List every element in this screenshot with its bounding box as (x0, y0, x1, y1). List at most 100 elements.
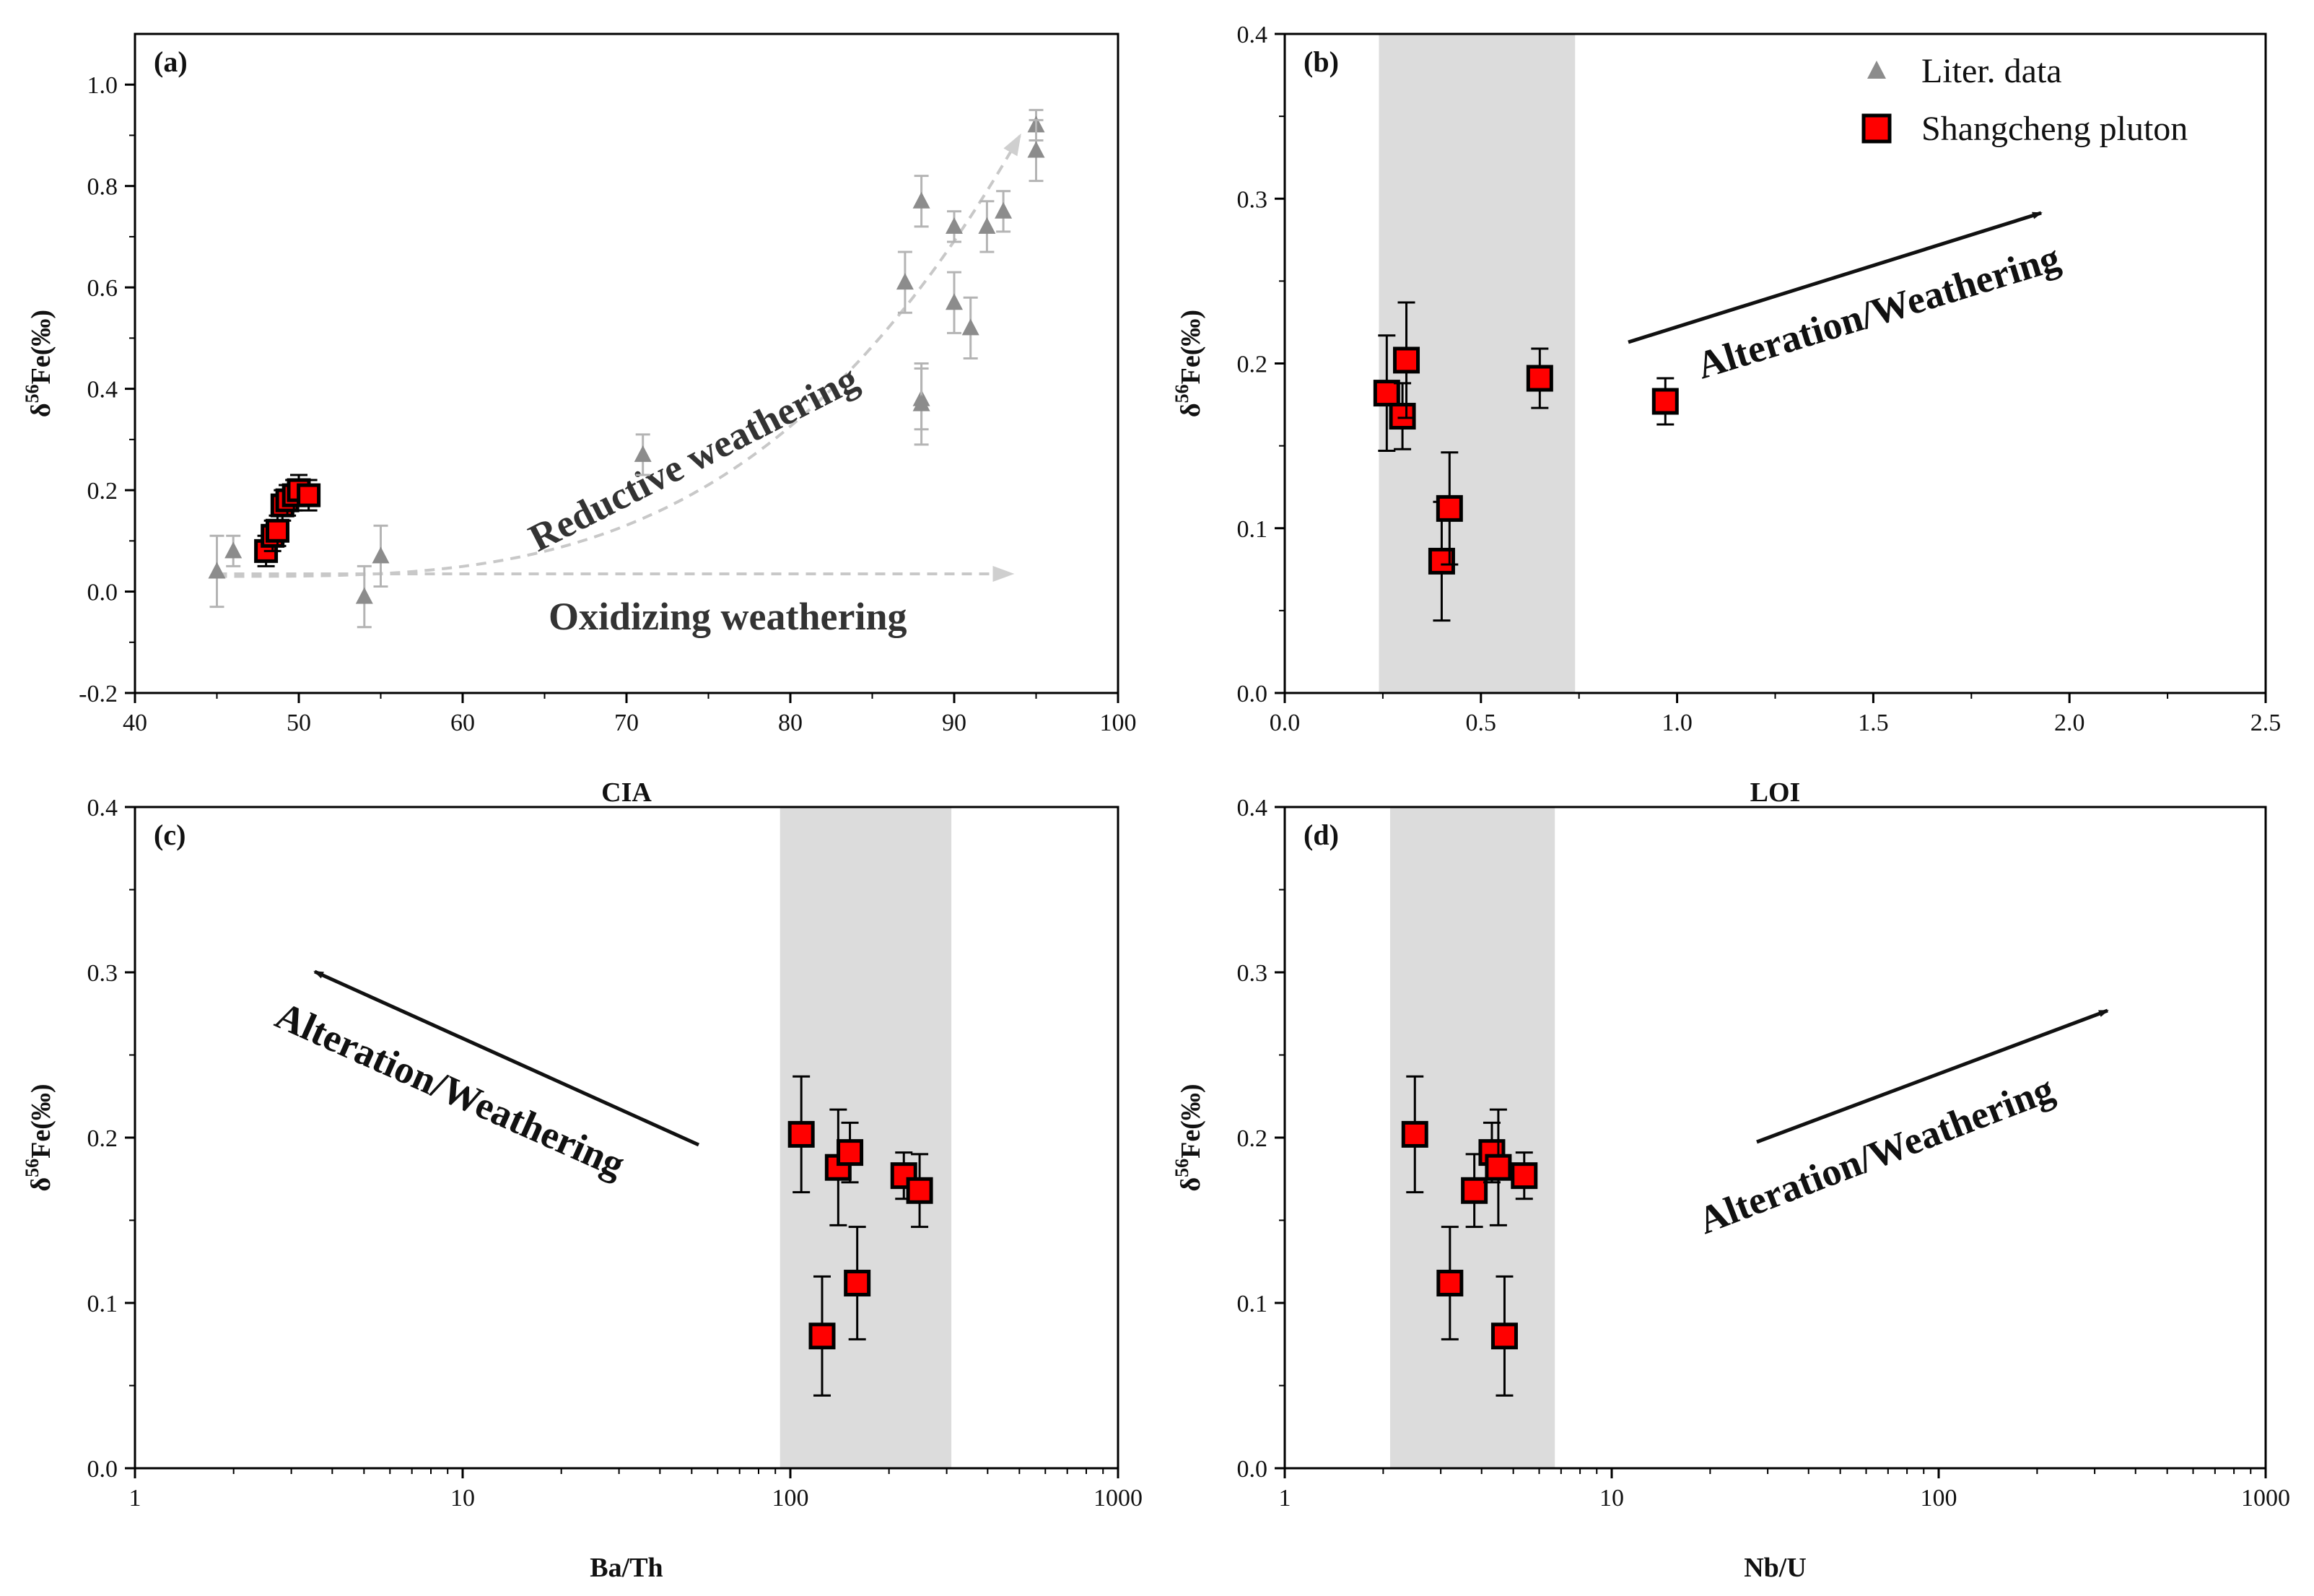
liter-data-point (912, 191, 930, 209)
shangcheng-point (1526, 365, 1553, 392)
x-tick-label: 10 (1599, 1485, 1624, 1512)
shangcheng-point (297, 483, 321, 507)
y-tick-label: 0.2 (87, 1125, 118, 1152)
shangcheng-point (844, 1270, 871, 1297)
shangcheng-point (837, 1139, 864, 1167)
y-tick-label: 1.0 (87, 72, 118, 99)
liter-data-point (355, 587, 373, 604)
panel-label: (d) (1304, 819, 1339, 851)
x-tick-label: 0.0 (1270, 710, 1301, 736)
x-axis-title: LOI (1750, 777, 1801, 808)
shangcheng-point (787, 1120, 815, 1148)
y-tick-label: 0.6 (87, 275, 118, 302)
liter-data-point (912, 394, 930, 411)
shangcheng-point (1401, 1120, 1428, 1148)
y-tick-label: 0.2 (1237, 1125, 1268, 1152)
liter-data-point (961, 318, 979, 336)
shangcheng-point (1461, 1177, 1488, 1204)
x-tick-label: 2.5 (2250, 710, 2282, 736)
y-tick-label: 0.1 (1237, 516, 1268, 543)
shangcheng-point (1436, 494, 1463, 522)
x-tick-label: 90 (942, 710, 966, 736)
x-axis-title: Ba/Th (590, 1553, 663, 1583)
liter-data-point (224, 541, 243, 559)
panel-d: 1 10 100 1000 0.0 0.1 0.2 0.3 0.4 Nb/U δ56Fe(‰) (d)… (1171, 795, 2290, 1583)
x-tick-label: 1.5 (1858, 710, 1889, 736)
x-tick-label: 2.0 (2054, 710, 2085, 736)
y-tick-label: -0.2 (79, 681, 118, 707)
shangcheng-point (1436, 1270, 1464, 1297)
shangcheng-point (808, 1322, 836, 1350)
legend: Liter. data Shangcheng pluton (1861, 52, 2188, 148)
x-tick-label: 50 (287, 710, 311, 736)
x-tick-label: 60 (450, 710, 475, 736)
legend-label-shangcheng: Shangcheng pluton (1921, 110, 2188, 148)
y-tick-label: 0.4 (87, 795, 118, 821)
x-tick-label: 80 (778, 710, 803, 736)
x-tick-label: 100 (1921, 1485, 1957, 1512)
y-axis-title: δ56Fe(‰) (1171, 310, 1206, 417)
y-axis-title: δ56Fe(‰) (22, 1083, 56, 1191)
panel-label: (b) (1304, 45, 1339, 78)
x-tick-label: 1 (1279, 1485, 1291, 1512)
oxidizing-weathering-label: Oxidizing weathering (549, 595, 907, 638)
trend-arrow (313, 969, 700, 1147)
legend-square-marker (1861, 113, 1892, 144)
x-tick-label: 1.0 (1662, 710, 1693, 736)
liter-data-point (372, 546, 390, 564)
shangcheng-point (1373, 380, 1400, 407)
y-axis-title: δ56Fe(‰) (22, 310, 56, 417)
x-tick-label: 0.5 (1466, 710, 1497, 736)
y-tick-label: 0.1 (87, 1291, 118, 1317)
liter-data-point (1027, 141, 1045, 158)
x-tick-label: 40 (123, 710, 147, 736)
x-tick-label: 70 (614, 710, 639, 736)
y-tick-label: 0.3 (1237, 186, 1268, 213)
shangcheng-point (1389, 403, 1416, 430)
liter-data-point (978, 217, 996, 234)
y-tick-label: 0.4 (1237, 22, 1268, 48)
y-tick-label: 0.0 (1237, 1456, 1268, 1483)
x-axis-title: CIA (601, 777, 652, 808)
legend-label-liter-data: Liter. data (1921, 52, 2062, 90)
shangcheng-point (890, 1162, 917, 1190)
shangcheng-point (1393, 346, 1420, 374)
reductive-weathering-curve (217, 133, 1021, 578)
shangcheng-point (1490, 1322, 1518, 1350)
y-tick-label: 0.1 (1237, 1291, 1268, 1317)
shangcheng-point (1651, 388, 1679, 415)
shangcheng-point (1485, 1154, 1512, 1181)
x-tick-label: 100 (1100, 710, 1137, 736)
y-tick-label: 0.3 (87, 960, 118, 987)
y-tick-label: 0.4 (87, 377, 118, 404)
y-tick-label: 0.2 (1237, 352, 1268, 378)
x-tick-label: 1000 (1093, 1485, 1143, 1512)
panel-label: (c) (154, 819, 185, 851)
x-axis-title: Nb/U (1744, 1553, 1807, 1583)
liter-data-point (946, 217, 963, 234)
y-tick-label: 0.0 (1237, 681, 1268, 707)
liter-data-point (896, 273, 914, 290)
y-tick-label: 0.2 (87, 478, 118, 505)
y-tick-label: 0.0 (87, 1456, 118, 1483)
liter-data-point (946, 293, 963, 310)
liter-data-point (208, 562, 226, 579)
trend-arrow (1628, 211, 2043, 344)
trend-arrow (1756, 1008, 2109, 1144)
shangcheng-point (265, 518, 289, 543)
x-tick-label: 10 (450, 1485, 475, 1512)
liter-data-point (634, 445, 652, 462)
legend-triangle-marker (1867, 61, 1886, 79)
shangcheng-point (906, 1177, 933, 1204)
x-tick-label: 1 (129, 1485, 141, 1512)
x-tick-label: 100 (772, 1485, 809, 1512)
panel-label: (a) (154, 45, 188, 78)
y-tick-label: 0.0 (87, 580, 118, 606)
shangcheng-point (1511, 1162, 1538, 1190)
y-tick-label: 0.8 (87, 174, 118, 201)
y-tick-label: 0.3 (1237, 960, 1268, 987)
y-axis-title: δ56Fe(‰) (1171, 1083, 1206, 1191)
liter-data-point (995, 201, 1013, 219)
y-tick-label: 0.4 (1237, 795, 1268, 821)
